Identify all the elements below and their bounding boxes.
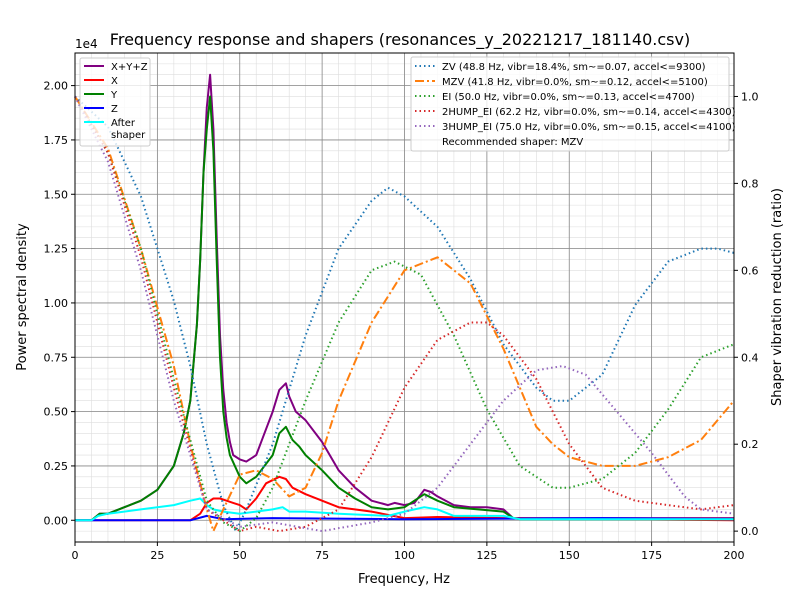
series-ei [74, 95, 735, 533]
legend-label: shaper [111, 130, 146, 141]
y2-tick-label: 0.4 [741, 351, 759, 364]
legend-label: 3HUMP_EI (75.0 Hz, vibr=0.0%, sm~=0.15, … [442, 122, 736, 133]
y-tick-label: 2.00 [44, 80, 69, 93]
x-tick-label: 100 [394, 549, 415, 562]
x-tick-label: 150 [559, 549, 580, 562]
series-x [75, 475, 735, 522]
y-tick-label: 0.50 [44, 406, 69, 419]
x-tick-label: 50 [233, 549, 247, 562]
legend-label: Y [110, 90, 118, 101]
series-zv [74, 95, 735, 533]
ticks: 0 25 50 75 100 125 150 175 200 0.00 0.25 0.50 0.75 1.… [44, 80, 759, 562]
legend-label: EI (50.0 Hz, vibr=0.0%, sm~=0.13, accel<… [442, 92, 695, 103]
y-tick-label: 0.00 [44, 514, 69, 527]
x-tick-label: 125 [476, 549, 497, 562]
x-axis-label: Frequency, Hz [358, 572, 450, 587]
y2-tick-label: 0.6 [741, 264, 759, 277]
y2-axis-label: Shaper vibration reduction (ratio) [770, 188, 785, 406]
legend-right: ZV (48.8 Hz, vibr=18.4%, sm~=0.07, accel… [410, 56, 736, 152]
legend-box [410, 56, 730, 152]
series-2hump-ei [74, 95, 735, 533]
series-mzv [74, 95, 735, 533]
y2-tick-label: 0.0 [741, 525, 759, 538]
chart-title: Frequency response and shapers (resonanc… [110, 30, 690, 50]
y-tick-label: 1.75 [44, 134, 69, 147]
legend-label: X+Y+Z [111, 62, 148, 73]
series-after [75, 497, 734, 522]
y-tick-label: 1.50 [44, 188, 69, 201]
x-tick-label: 0 [72, 549, 79, 562]
y2-tick-label: 0.2 [741, 438, 759, 451]
series-3hump-ei [74, 96, 735, 533]
x-tick-label: 75 [315, 549, 329, 562]
recommended-shaper-text: Recommended shaper: MZV [442, 137, 583, 148]
legend-label: Z [111, 104, 118, 115]
grid [74, 53, 735, 542]
x-tick-label: 25 [150, 549, 164, 562]
legend-label: ZV (48.8 Hz, vibr=18.4%, sm~=0.07, accel… [442, 62, 706, 73]
y2-tick-label: 1.0 [741, 90, 759, 103]
y2-tick-label: 0.8 [741, 177, 759, 190]
y-tick-label: 1.25 [44, 243, 69, 256]
series-y [75, 95, 734, 522]
x-tick-label: 200 [724, 549, 745, 562]
series-lines [74, 73, 735, 533]
legend-label: MZV (41.8 Hz, vibr=0.0%, sm~=0.12, accel… [442, 77, 708, 88]
legend-label: After [111, 118, 136, 129]
x-tick-label: 175 [641, 549, 662, 562]
y-tick-label: 0.25 [44, 460, 69, 473]
y-offset-label: 1e4 [75, 37, 98, 51]
y-axis-label: Power spectral density [15, 223, 30, 371]
legend-label: 2HUMP_EI (62.2 Hz, vibr=0.0%, sm~=0.14, … [442, 107, 736, 118]
y-tick-label: 1.00 [44, 297, 69, 310]
y-tick-label: 0.75 [44, 351, 69, 364]
legend-label: X [111, 76, 118, 87]
